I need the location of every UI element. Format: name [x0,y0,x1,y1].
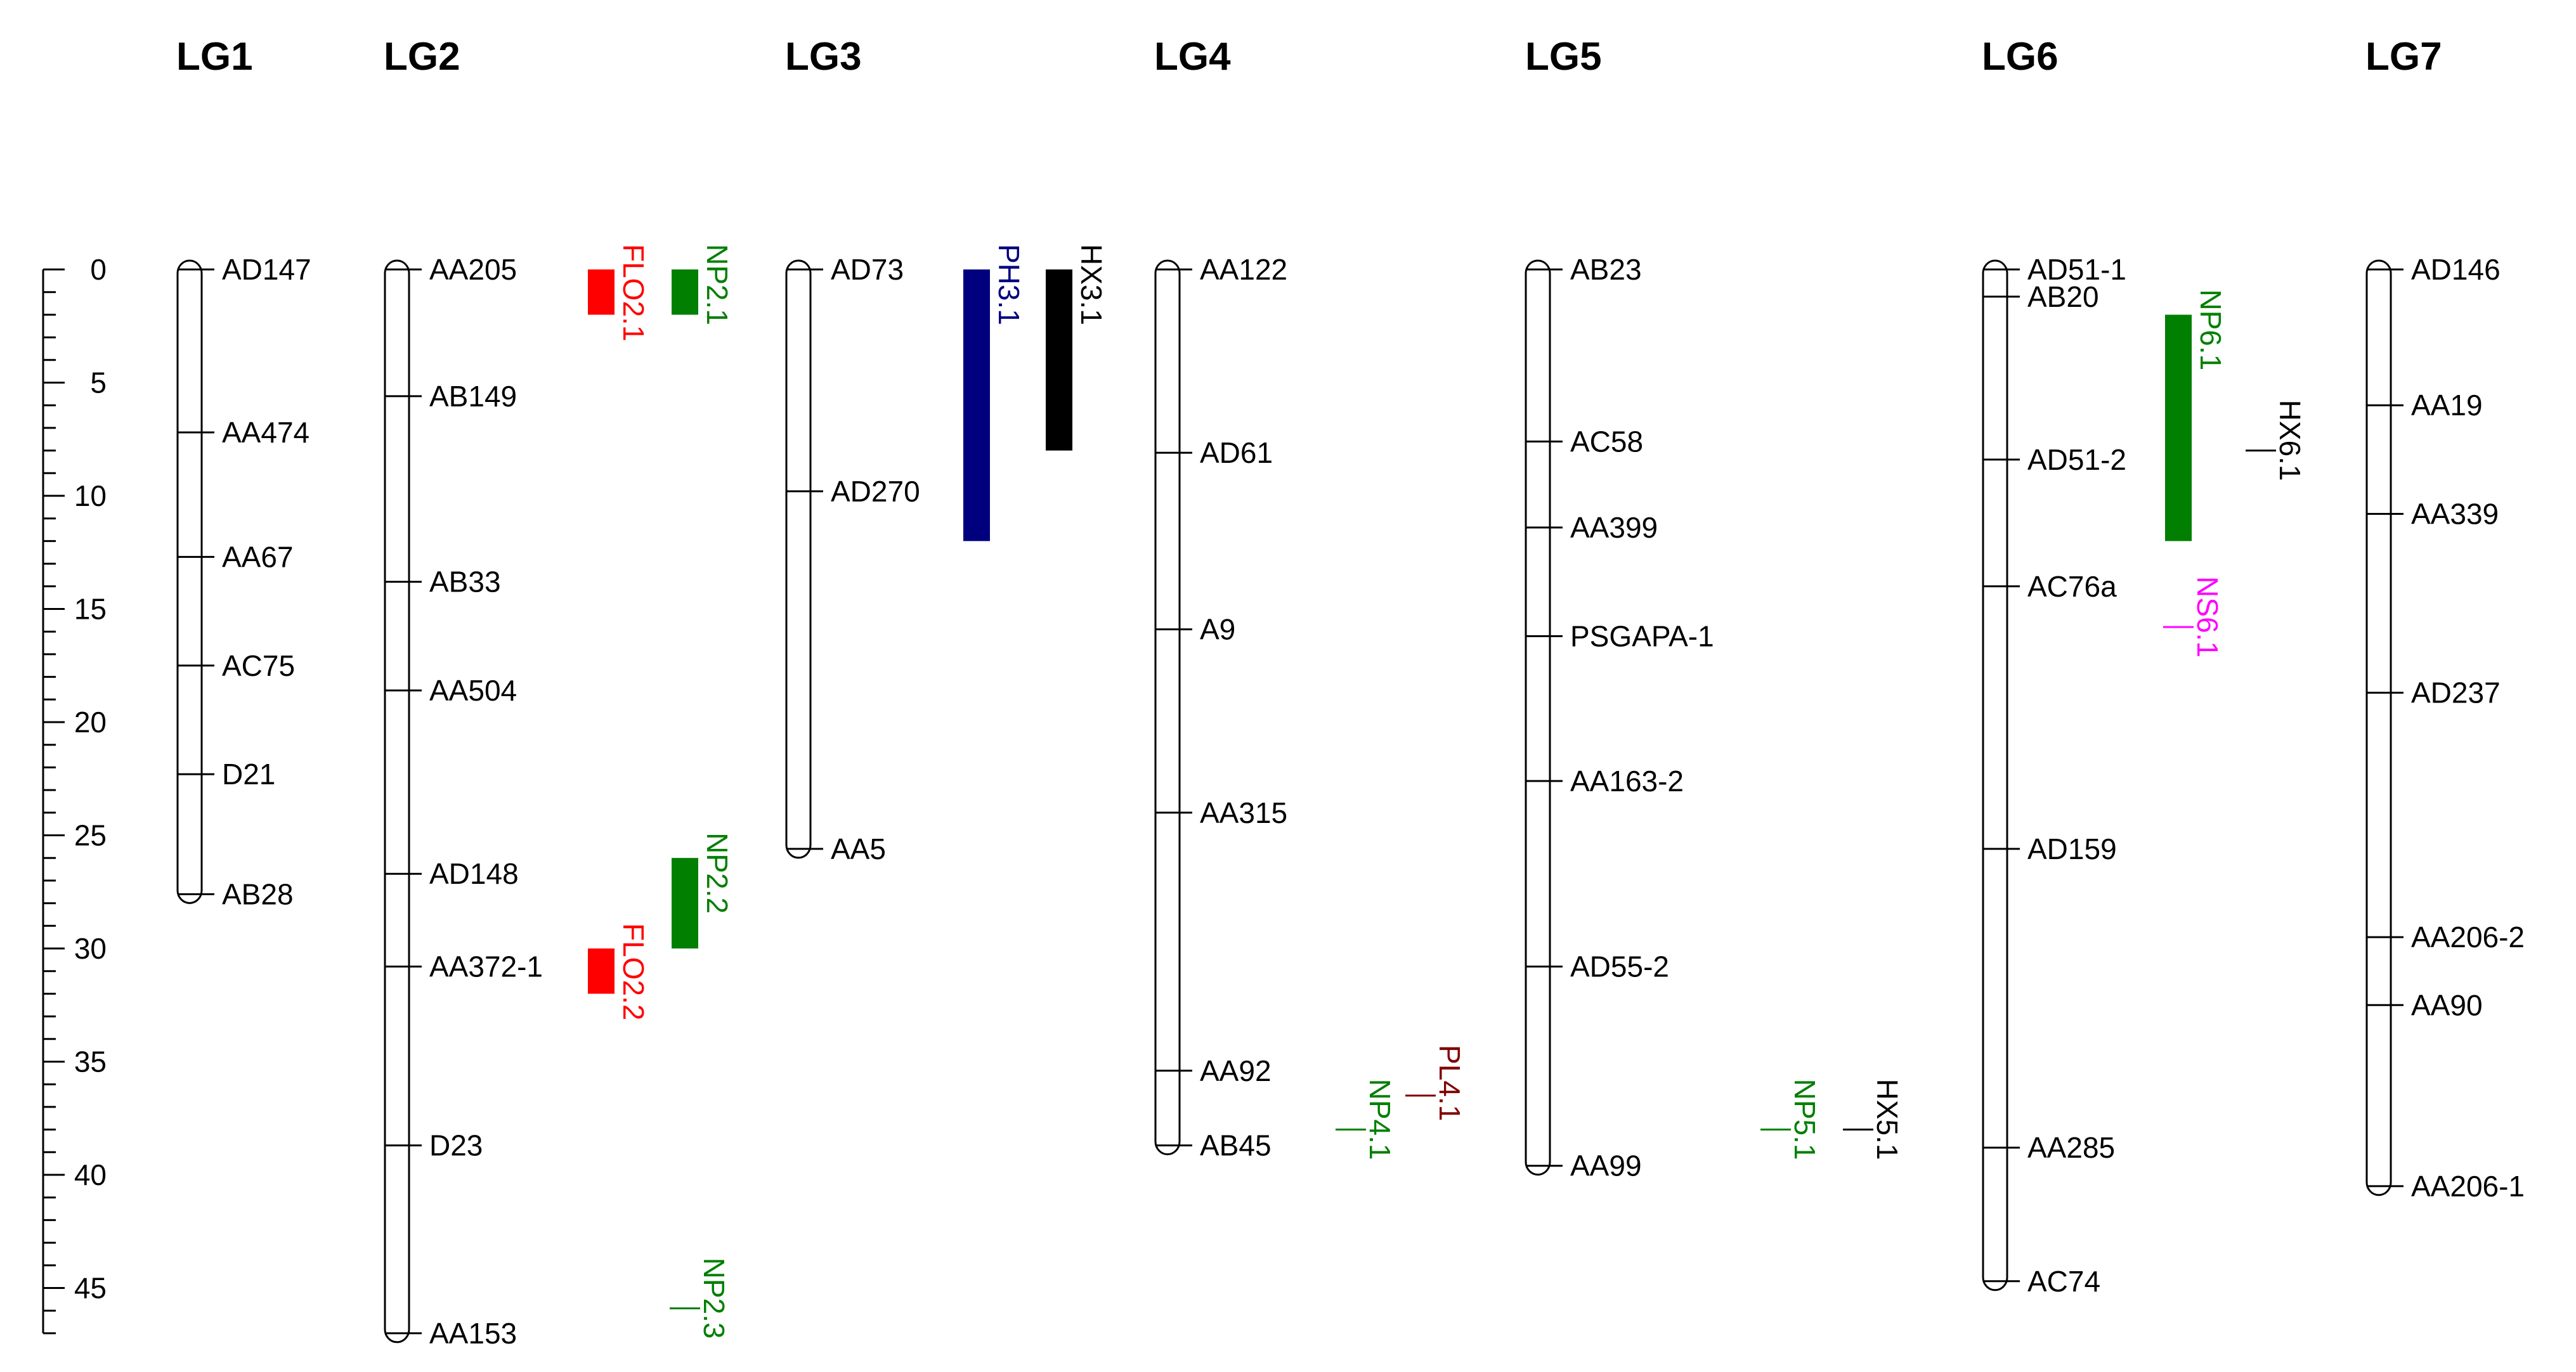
marker-label-aa504: AA504 [429,674,517,707]
marker-label-ac74: AC74 [2027,1265,2100,1298]
marker-label-ad147: AD147 [222,253,311,286]
linkage-group-title: LG4 [1154,35,1231,79]
marker-label-ad159: AD159 [2027,832,2117,865]
marker-label-aa399: AA399 [1570,511,1658,544]
marker-label-ad237: AD237 [2411,676,2501,709]
linkage-group-title: LG3 [785,35,862,79]
linkage-group-title: LG5 [1525,35,1602,79]
qtl-label-pl4-1: PL4.1 [1433,1045,1466,1121]
marker-label-aa206-1: AA206-1 [2411,1170,2525,1203]
marker-label-ab23: AB23 [1570,253,1642,286]
marker-label-aa474: AA474 [222,416,309,449]
marker-label-psgapa-1: PSGAPA-1 [1570,619,1714,652]
marker-label-ab149: AB149 [429,380,517,413]
qtl-label-hx5-1: HX5.1 [1871,1079,1904,1160]
marker-label-aa19: AA19 [2411,389,2483,422]
scale-tick-label: 10 [74,479,107,512]
linkage-group-title: LG6 [1982,35,2059,79]
marker-label-aa206-2: AA206-2 [2411,921,2525,954]
chromosome-bar [176,259,203,904]
scale-tick-label: 25 [74,819,107,852]
qtl-bar-np6-1 [2165,314,2192,541]
marker-label-aa5: AA5 [831,832,886,865]
qtl-label-np4-1: NP4.1 [1363,1079,1396,1160]
marker-label-ad270: AD270 [831,475,920,508]
marker-label-d23: D23 [429,1129,483,1162]
linkage-groups: LG1 AD147 AA474 AA67 AC75 D21 AB28 LG2 AA205 AB14… [176,35,2525,1350]
marker-label-aa99: AA99 [1570,1149,1642,1182]
marker-label-aa205: AA205 [429,253,517,286]
marker-label-ac58: AC58 [1570,425,1643,458]
marker-label-aa315: AA315 [1200,796,1287,829]
qtl-label-hx6-1: HX6.1 [2274,400,2306,481]
marker-label-aa92: AA92 [1200,1054,1272,1087]
qtl-label-np6-1: NP6.1 [2194,289,2227,370]
marker-label-aa163-2: AA163-2 [1570,765,1684,798]
marker-label-aa67: AA67 [222,540,294,573]
chromosome-bar [2365,259,2392,1196]
marker-label-ac76a: AC76a [2027,570,2117,603]
chromosome-bar [1154,259,1181,1156]
marker-label-aa122: AA122 [1200,253,1287,286]
qtl-bar-flo2-1 [588,269,615,315]
marker-label-aa339: AA339 [2411,498,2499,531]
qtl-label-ns6-1: NS6.1 [2191,576,2224,657]
qtl-bar-np2-2 [672,858,698,948]
scale-tick-label: 20 [74,706,107,739]
scale-tick-label: 45 [74,1272,107,1305]
marker-label-a9: A9 [1200,613,1235,646]
marker-label-ad148: AD148 [429,857,519,890]
marker-label-ab45: AB45 [1200,1129,1272,1162]
scale-tick-label: 35 [74,1045,107,1078]
qtl-label-flo2-2: FLO2.2 [617,923,650,1020]
qtl-bar-ph3-1 [963,269,990,541]
qtl-label-np2-2: NP2.2 [701,832,734,914]
marker-label-ac75: AC75 [222,649,295,682]
qtl-label-ph3-1: PH3.1 [992,244,1025,325]
chromosome-bar [1525,259,1551,1176]
linkage-group-lg7: LG7 AD146 AA19 AA339 AD237 AA206-2 AA90 AA206-1 [2365,35,2525,1203]
cm-scale-axis: 0 5 10 15 20 25 30 35 40 45 [42,253,107,1335]
marker-label-aa153: AA153 [429,1317,517,1350]
qtl-bar-hx3-1 [1046,269,1072,451]
marker-label-aa285: AA285 [2027,1131,2115,1164]
marker-label-ad73: AD73 [831,253,904,286]
marker-label-ad55-2: AD55-2 [1570,950,1669,983]
marker-label-d21: D21 [222,758,275,791]
marker-label-ab20: AB20 [2027,280,2099,313]
linkage-group-title: LG2 [384,35,460,79]
scale-tick-label: 30 [74,932,107,965]
scale-tick-label: 40 [74,1158,107,1191]
linkage-group-lg5: LG5 AB23 AC58 AA399 PSGAPA-1 AA163-2 AD55-2 AA9… [1525,35,1904,1182]
marker-label-aa372-1: AA372-1 [429,950,543,983]
linkage-group-lg4: LG4 AA122 AD61 A9 AA315 AA92 AB45 NP4.1 PL4.1 [1154,35,1466,1162]
qtl-label-hx3-1: HX3.1 [1075,244,1108,325]
linkage-group-lg3: LG3 AD73 AD270 AA5 PH3.1 HX3.1 [785,35,1108,865]
qtl-label-flo2-1: FLO2.1 [617,244,650,341]
marker-label-ad51-2: AD51-2 [2027,443,2126,476]
scale-tick-label: 5 [90,366,107,399]
linkage-group-lg2: LG2 AA205 AB149 AB33 AA504 AD148 AA372-1 D23 AA1… [384,35,734,1350]
marker-label-ad51-1: AD51-1 [2027,253,2126,286]
qtl-bar-flo2-2 [588,948,615,994]
marker-label-ad146: AD146 [2411,253,2501,286]
linkage-group-title: LG7 [2365,35,2442,79]
marker-label-ad61: AD61 [1200,436,1273,469]
linkage-group-title: LG1 [176,35,253,79]
marker-label-aa90: AA90 [2411,988,2483,1021]
qtl-label-np2-3: NP2.3 [698,1258,731,1339]
qtl-label-np5-1: NP5.1 [1788,1079,1821,1160]
scale-tick-label: 15 [74,593,107,626]
linkage-group-lg1: LG1 AD147 AA474 AA67 AC75 D21 AB28 [176,35,311,910]
marker-label-ab33: AB33 [429,566,501,599]
qtl-label-np2-1: NP2.1 [701,244,734,325]
qtl-bar-np2-1 [672,269,698,315]
marker-label-ab28: AB28 [222,877,294,910]
chromosome-bar [1982,259,2008,1291]
chromosome-bar [384,259,410,1343]
chromosome-bar [785,259,812,859]
scale-tick-label: 0 [90,253,107,286]
